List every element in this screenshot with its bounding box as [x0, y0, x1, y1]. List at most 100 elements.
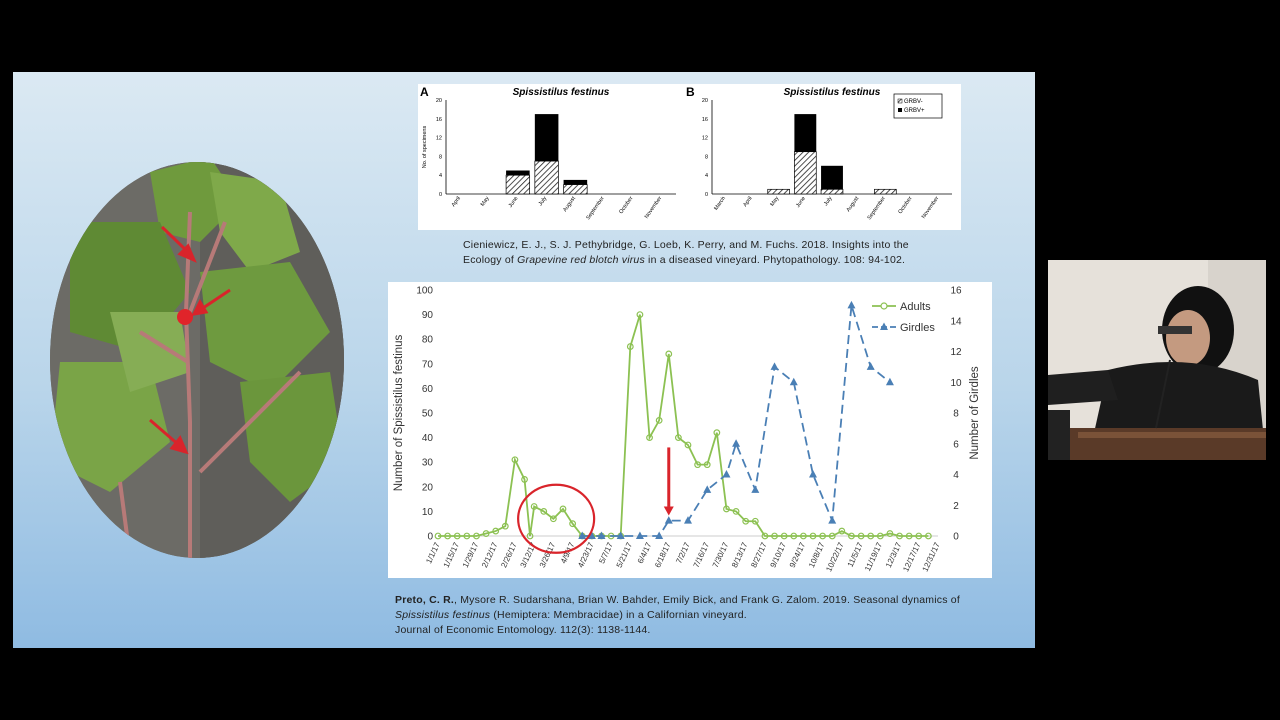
annotation-circle: [517, 483, 596, 554]
bar-grbv-neg: [874, 188, 897, 195]
x-tick-label-A: April: [451, 196, 462, 208]
girdles-point: [684, 516, 692, 524]
y2-tick-label: 12: [950, 347, 962, 358]
y-axis-label-A: No. of specimens: [422, 126, 428, 169]
y2-axis-label: Number of Girdles: [969, 366, 981, 460]
adults-point: [732, 507, 740, 515]
legend-marker-adults: [880, 302, 888, 310]
x-tick-label: 12/17/17: [901, 541, 923, 574]
y2-tick-label: 4: [953, 470, 959, 481]
speaker-video: [1048, 260, 1266, 460]
girdles-point: [847, 300, 856, 309]
x-tick-label: 8/27/17: [749, 541, 769, 569]
y-tick-label: 10: [422, 507, 434, 518]
x-tick-label: 11/5/17: [846, 541, 865, 569]
girdles-point: [597, 531, 606, 539]
x-tick-label-B: September: [867, 196, 887, 222]
y-tick-label: 40: [422, 433, 434, 444]
annotation-arrow-head: [663, 506, 674, 516]
adults-point: [924, 532, 932, 540]
y-tick-label-B: 8: [705, 154, 708, 160]
x-tick-label: 1/1/17: [424, 541, 442, 565]
y2-tick-label: 16: [950, 286, 962, 297]
series-adults-line: [438, 314, 929, 537]
y2-tick-label: 8: [953, 409, 959, 420]
adults-point: [886, 530, 894, 537]
bar-grbv-neg: [505, 174, 531, 195]
citation-1-line-2: Ecology of Grapevine red blotch virus in…: [463, 253, 909, 268]
speaker-illustration: [1048, 260, 1266, 460]
adults-point: [723, 505, 730, 513]
series-girdles-line: [582, 305, 891, 537]
adults-point: [915, 532, 923, 540]
citation-2-author: Preto, C. R.: [395, 594, 454, 606]
x-tick-label: 7/2/17: [674, 541, 692, 565]
adults-point: [684, 441, 692, 449]
slide: A Spissistilus festinus 0 4 8 12 16 20 No. of sp…: [13, 72, 1035, 648]
citation-1-virus: Grapevine red blotch virus: [517, 254, 645, 266]
y-tick-label: 60: [422, 384, 434, 395]
girdles-point: [703, 485, 712, 493]
y-tick-label: 30: [422, 458, 434, 469]
chart-main: 0 10 20 30 40 50 60 70 80 90 100 0 2 4 6 8 10 12 14 16 1/1/1…: [393, 286, 981, 574]
adults-point: [453, 532, 461, 540]
x-tick-label: 10/22/17: [824, 541, 846, 574]
panel-letter-B: B: [686, 85, 695, 99]
panel-letter-A: A: [420, 85, 429, 99]
girdles-point: [616, 531, 625, 539]
x-tick-label: 6/18/17: [653, 541, 673, 569]
x-tick-label-B: June: [795, 196, 807, 209]
adults-point: [751, 517, 759, 525]
adults-point: [559, 505, 567, 513]
x-tick-label: 1/29/17: [461, 541, 481, 569]
y-tick-label-A: 16: [436, 117, 442, 123]
adults-point: [703, 461, 711, 469]
x-tick-label: 9/24/17: [788, 541, 808, 569]
y-tick-label-A: 8: [439, 154, 442, 160]
x-tick-label: 8/13/17: [730, 541, 750, 569]
x-tick-label-A: September: [585, 196, 605, 222]
bar-grbv-pos: [563, 179, 588, 185]
citation-1-line-1: Cieniewicz, E. J., S. J. Pethybridge, G.…: [463, 239, 909, 251]
x-tick-label-B: July: [823, 196, 834, 208]
y-tick-label: 0: [427, 532, 433, 543]
adults-point: [876, 532, 884, 540]
girdles-point: [809, 470, 817, 478]
y-tick-label-B: 20: [702, 98, 708, 104]
y-tick-label: 70: [422, 359, 434, 370]
bar-grbv-pos: [506, 170, 530, 176]
y-tick-label-A: 0: [439, 192, 442, 198]
x-tick-label: 9/10/17: [769, 541, 789, 569]
x-tick-label-B: May: [769, 196, 780, 208]
legend-label-pos: GRBV+: [904, 108, 925, 114]
legend-label-girdles: Girdles: [900, 322, 935, 334]
x-tick-label-A: May: [480, 196, 491, 208]
girdles-point: [885, 377, 894, 386]
chart-B-title: Spissistilus festinus: [784, 87, 881, 98]
girdles-point: [828, 516, 837, 524]
adults-point: [646, 434, 653, 442]
x-tick-label: 12/3/17: [884, 541, 904, 569]
girdles-point: [664, 516, 673, 524]
x-tick-label-A: July: [538, 196, 549, 208]
x-tick-label: 5/7/17: [597, 541, 615, 565]
y-tick-label: 100: [416, 286, 433, 297]
adults-point: [742, 517, 750, 525]
y-tick-label-B: 0: [705, 192, 708, 198]
x-tick-label-B: October: [897, 196, 913, 216]
y-tick-label: 80: [422, 335, 434, 346]
citation-2-line-2: Spissistilus festinus (Hemiptera: Membra…: [395, 608, 960, 623]
y2-tick-label: 0: [953, 532, 959, 543]
girdles-point: [578, 531, 587, 539]
adults-point: [790, 532, 798, 540]
citation-2-title: (Hemiptera: Membracidae) in a California…: [490, 609, 747, 621]
x-tick-label-A: June: [508, 196, 520, 209]
legend-box-B: [893, 93, 943, 119]
bar-grbv-neg: [794, 151, 817, 195]
bar-grbv-neg: [563, 184, 588, 195]
y-tick-label-B: 16: [702, 117, 708, 123]
x-tick-label-B: April: [742, 196, 753, 208]
y-tick-label-A: 12: [436, 136, 442, 142]
y2-tick-label: 10: [950, 378, 962, 389]
bar-charts-svg: A Spissistilus festinus 0 4 8 12 16 20 No. of sp…: [420, 85, 952, 222]
